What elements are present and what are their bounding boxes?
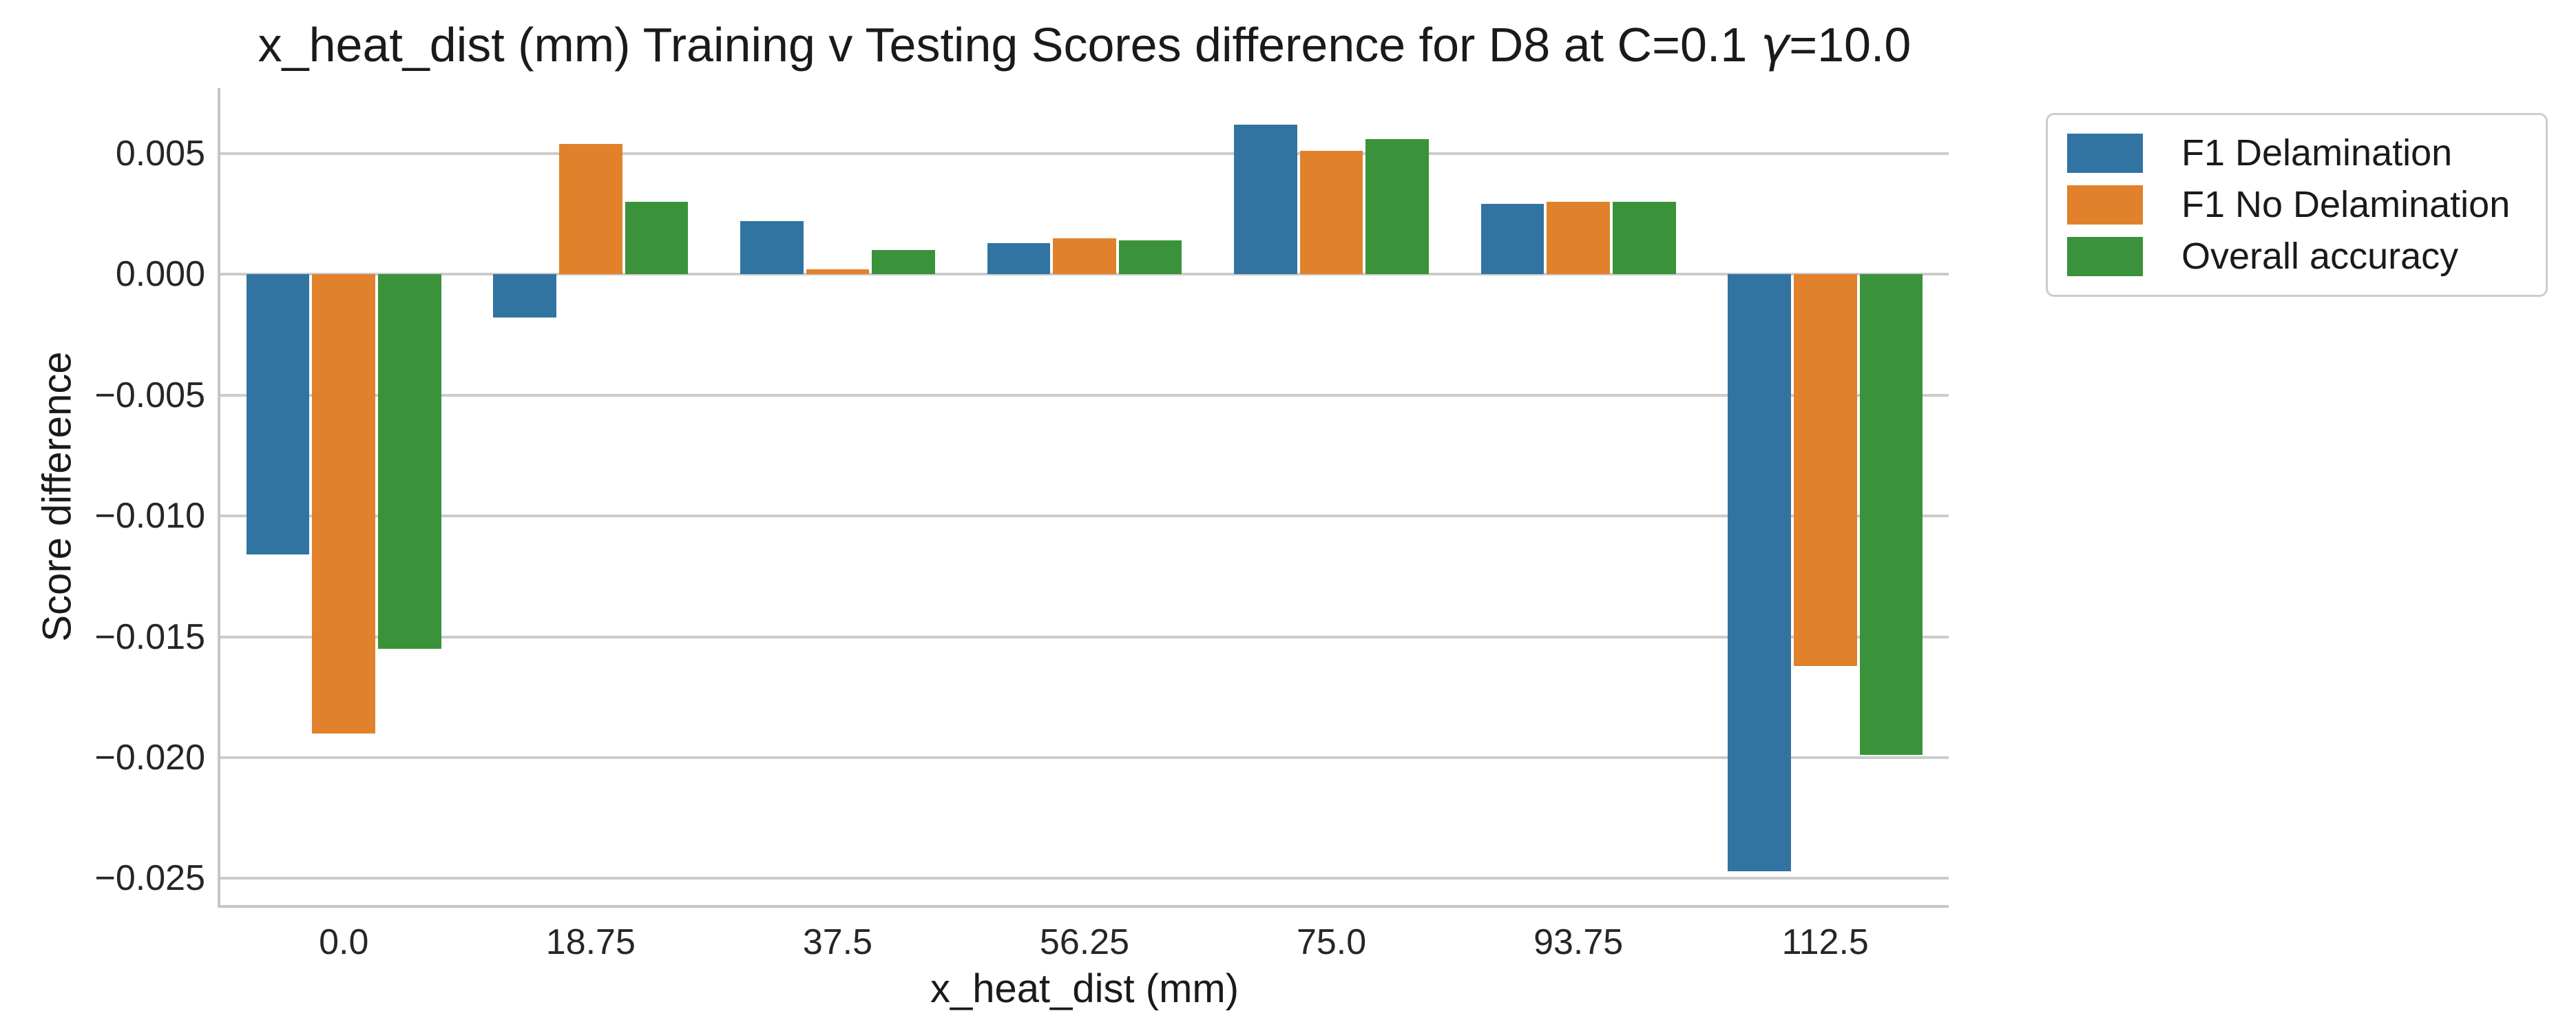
- bar-f1-no-delamination-0.0: [312, 274, 376, 734]
- bar-overall-accuracy-56.25: [1118, 240, 1182, 275]
- legend: F1 Delamination F1 No Delamination Overall…: [2046, 113, 2548, 297]
- plot-area: [218, 88, 1949, 908]
- gridline-y-−0.025: [220, 877, 1949, 880]
- gridline-y-−0.015: [220, 635, 1949, 638]
- y-tick-label: −0.020: [94, 737, 206, 778]
- y-tick-label: 0.005: [115, 133, 205, 174]
- left-axis-spine: [218, 88, 220, 908]
- bar-f1-delamination-0.0: [246, 274, 310, 555]
- bottom-axis-spine: [218, 905, 1949, 908]
- gridline-y-−0.005: [220, 393, 1949, 397]
- bar-f1-no-delamination-37.5: [806, 269, 870, 275]
- bar-overall-accuracy-93.75: [1612, 201, 1676, 275]
- legend-swatch-f1-delamination: [2067, 134, 2143, 173]
- bar-f1-no-delamination-112.5: [1793, 274, 1857, 666]
- gridline-y-0.005: [220, 152, 1949, 155]
- y-tick-label: −0.025: [94, 858, 206, 899]
- x-axis-label: x_heat_dist (mm): [930, 966, 1239, 1011]
- bar-overall-accuracy-37.5: [872, 250, 935, 275]
- bar-overall-accuracy-112.5: [1859, 274, 1923, 756]
- bar-f1-delamination-112.5: [1728, 274, 1791, 871]
- y-tick-label: 0.000: [115, 254, 205, 295]
- legend-label: F1 No Delamination: [2181, 184, 2511, 225]
- bar-overall-accuracy-18.75: [625, 201, 689, 275]
- y-tick-label: −0.010: [94, 496, 206, 537]
- legend-entry-f1-delamination: F1 Delamination: [2067, 134, 2546, 173]
- bar-f1-delamination-18.75: [493, 274, 557, 318]
- y-tick-label: −0.015: [94, 616, 206, 657]
- x-tick-label-93.75: 93.75: [1533, 922, 1624, 962]
- gridline-y-−0.020: [220, 756, 1949, 759]
- bar-f1-no-delamination-75.0: [1299, 151, 1363, 275]
- legend-swatch-overall-accuracy: [2067, 237, 2143, 276]
- x-tick-label-37.5: 37.5: [802, 922, 873, 962]
- bar-f1-delamination-93.75: [1480, 204, 1544, 275]
- bar-f1-no-delamination-56.25: [1053, 238, 1116, 275]
- chart-title-text: x_heat_dist (mm) Training v Testing Scor…: [258, 18, 1761, 72]
- legend-entry-f1-no-delamination: F1 No Delamination: [2067, 185, 2546, 225]
- bar-f1-delamination-75.0: [1234, 124, 1297, 275]
- x-tick-label-18.75: 18.75: [545, 922, 636, 962]
- legend-label: F1 Delamination: [2181, 132, 2453, 174]
- chart-title: x_heat_dist (mm) Training v Testing Scor…: [220, 17, 1949, 73]
- gridline-y-0.000: [220, 273, 1949, 276]
- bar-overall-accuracy-75.0: [1365, 138, 1429, 275]
- legend-swatch-f1-no-delamination: [2067, 185, 2143, 225]
- bar-f1-delamination-56.25: [987, 242, 1051, 275]
- gridline-y-−0.010: [220, 514, 1949, 518]
- legend-label: Overall accuracy: [2181, 236, 2459, 277]
- x-tick-label-0.0: 0.0: [319, 922, 369, 962]
- bar-overall-accuracy-0.0: [378, 274, 441, 649]
- legend-entry-overall-accuracy: Overall accuracy: [2067, 237, 2546, 276]
- bar-f1-no-delamination-93.75: [1547, 201, 1610, 275]
- x-tick-label-112.5: 112.5: [1781, 922, 1869, 962]
- chart-title-gamma-value: =10.0: [1789, 18, 1912, 72]
- y-tick-label: −0.005: [94, 375, 206, 415]
- bar-f1-delamination-37.5: [740, 220, 804, 275]
- x-tick-label-75.0: 75.0: [1296, 922, 1367, 962]
- x-tick-label-56.25: 56.25: [1039, 922, 1130, 962]
- gamma-symbol: γ: [1760, 17, 1790, 73]
- bar-f1-no-delamination-18.75: [559, 143, 622, 275]
